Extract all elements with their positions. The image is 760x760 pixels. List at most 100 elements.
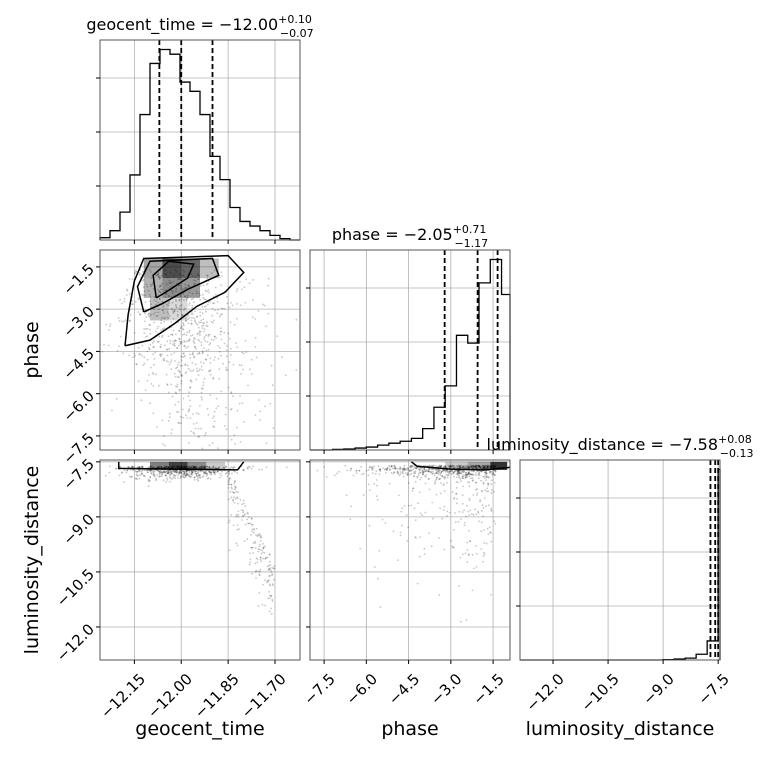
- sample-point: [155, 477, 158, 480]
- sample-point: [234, 480, 236, 483]
- sample-point: [158, 285, 161, 287]
- sample-point: [223, 466, 226, 469]
- sample-point: [259, 534, 262, 537]
- sample-point: [157, 273, 159, 276]
- sample-point: [472, 465, 475, 468]
- sample-point: [486, 466, 489, 468]
- sample-point: [201, 312, 204, 315]
- sample-point: [202, 351, 204, 354]
- sample-point: [185, 475, 188, 477]
- sample-point: [235, 542, 238, 545]
- sample-point: [195, 487, 197, 489]
- sample-point: [209, 369, 212, 371]
- sample-point: [134, 300, 137, 303]
- sample-point: [180, 472, 183, 474]
- sample-point: [266, 565, 269, 568]
- sample-point: [467, 472, 470, 475]
- sample-point: [236, 496, 238, 499]
- sample-point: [428, 464, 431, 467]
- sample-point: [135, 363, 138, 365]
- sample-point: [186, 294, 189, 297]
- sample-point: [457, 520, 460, 523]
- sample-point: [185, 346, 188, 349]
- sample-point: [193, 467, 195, 469]
- sample-point: [416, 466, 419, 469]
- sample-point: [169, 480, 172, 483]
- sample-point: [482, 464, 485, 467]
- sample-point: [194, 279, 197, 282]
- sample-point: [478, 473, 480, 476]
- sample-point: [472, 465, 475, 467]
- sample-point: [234, 442, 236, 445]
- sample-point: [153, 358, 156, 360]
- sample-point: [227, 481, 230, 484]
- sample-point: [180, 325, 183, 328]
- sample-point: [438, 470, 440, 473]
- sample-point: [208, 466, 211, 469]
- sample-point: [140, 473, 143, 475]
- sample-point: [197, 338, 200, 341]
- sample-point: [467, 510, 470, 513]
- sample-point: [209, 394, 212, 396]
- sample-point: [485, 479, 488, 481]
- sample-point: [379, 468, 382, 471]
- sample-point: [443, 475, 446, 478]
- sample-point: [138, 298, 140, 301]
- sample-point: [210, 490, 212, 492]
- sample-point: [196, 315, 198, 318]
- sample-point: [239, 498, 242, 501]
- sample-point: [267, 580, 269, 583]
- sample-point: [160, 471, 163, 474]
- sample-point: [241, 288, 243, 291]
- density-cell-geocent_time-vs-phase-2: [181, 258, 200, 279]
- sample-point: [172, 311, 175, 313]
- sample-point: [458, 471, 460, 474]
- sample-point: [193, 466, 196, 469]
- sample-point: [147, 478, 150, 481]
- sample-point: [194, 310, 196, 313]
- sample-point: [203, 338, 205, 340]
- sample-point: [459, 465, 462, 468]
- sample-point: [157, 293, 160, 296]
- sample-point: [167, 391, 170, 394]
- title-plus-geocent_time: +0.10: [278, 13, 312, 26]
- sample-point: [470, 465, 473, 468]
- axis-label-x-luminosity_distance: luminosity_distance: [526, 718, 715, 740]
- sample-point: [484, 464, 486, 467]
- sample-point: [168, 469, 170, 472]
- sample-point: [192, 369, 195, 371]
- sample-point: [149, 343, 152, 346]
- sample-point: [452, 472, 455, 474]
- ytick-label-luminosity_distance-2: −9.0: [60, 510, 98, 548]
- sample-point: [484, 467, 487, 470]
- sample-point: [159, 291, 162, 294]
- sample-point: [482, 482, 485, 485]
- sample-point: [205, 310, 207, 313]
- sample-point: [456, 476, 458, 479]
- sample-point: [231, 488, 233, 490]
- sample-point: [196, 316, 198, 318]
- sample-point: [180, 373, 182, 376]
- sample-point: [457, 471, 459, 474]
- sample-point: [239, 488, 241, 490]
- sample-point: [475, 465, 477, 467]
- sample-point: [176, 278, 179, 281]
- sample-point: [207, 477, 210, 479]
- sample-point: [242, 515, 244, 518]
- sample-point: [214, 467, 217, 469]
- sample-point: [167, 294, 170, 297]
- sample-point: [402, 468, 404, 470]
- sample-point: [197, 332, 199, 335]
- sample-point: [144, 475, 146, 478]
- sample-point: [261, 603, 264, 606]
- sample-point: [198, 351, 201, 354]
- sample-point: [195, 347, 198, 350]
- sample-point: [170, 472, 173, 474]
- sample-point: [266, 556, 269, 559]
- xtick-label-phase-1: −6.0: [343, 670, 381, 708]
- sample-point: [207, 333, 210, 336]
- sample-point: [369, 465, 371, 468]
- sample-point: [134, 269, 137, 272]
- sample-point: [422, 473, 424, 476]
- sample-point: [136, 474, 138, 477]
